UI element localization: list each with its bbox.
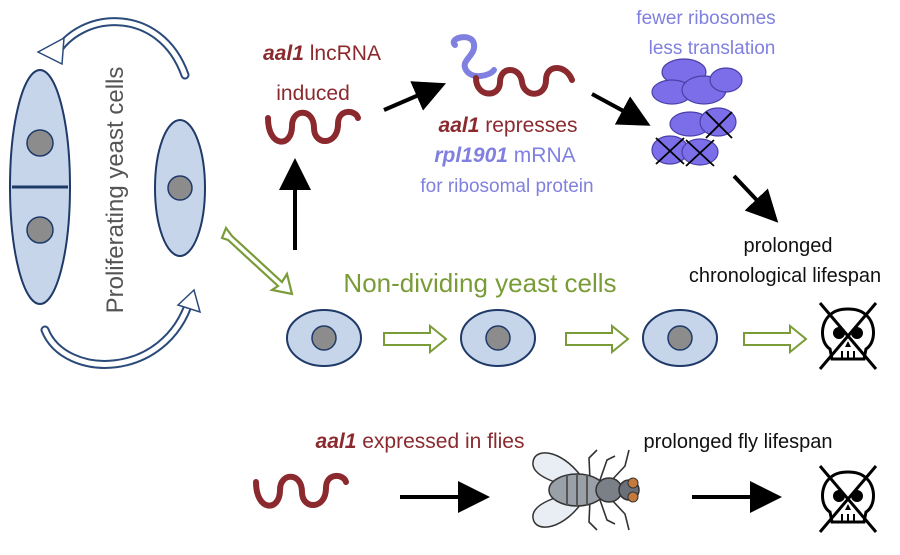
chronological-lifespan-label: chronological lifespan (689, 265, 881, 287)
nucleus (485, 325, 511, 351)
prolonged-label: prolonged (744, 235, 833, 257)
nucleus (26, 216, 54, 244)
fly-lifespan-label: prolonged fly lifespan (643, 431, 832, 453)
ribosome-icon (651, 58, 743, 167)
fewer-ribosomes-label: fewer ribosomes (636, 8, 775, 29)
less-translation-label: less translation (649, 38, 776, 59)
fly-icon (532, 449, 640, 531)
nucleus (167, 175, 193, 201)
induced-label: induced (276, 82, 350, 105)
non-dividing-label: Non-dividing yeast cells (343, 268, 616, 298)
nucleus (667, 325, 693, 351)
nucleus (311, 325, 337, 351)
proliferating-cycle: Proliferating yeast cells (9, 17, 206, 369)
arrow-to-repress (383, 81, 447, 112)
ribosomal-protein-label: for ribosomal protein (420, 176, 593, 197)
arrow-to-lifespan (732, 174, 779, 223)
aal1-lncrna-label: aal1 lncRNA (263, 42, 381, 65)
green-arrow-icon (743, 323, 808, 355)
expressed-in-flies-label: aal1 expressed in flies (316, 430, 525, 453)
non-dividing-row (286, 309, 808, 367)
represses-label: aal1 represses (439, 114, 578, 137)
nucleus (26, 129, 54, 157)
transition-double-arrow (220, 225, 294, 296)
rpl1901-label: rpl1901 mRNA (434, 144, 575, 167)
skull-icon (818, 302, 878, 370)
proliferating-label: Proliferating yeast cells (102, 67, 129, 314)
arrow-to-ribosomes (591, 92, 651, 126)
lncrna-squiggle-icon (253, 473, 349, 509)
green-arrow-icon (565, 323, 630, 355)
lncrna-squiggle-icon (265, 109, 361, 145)
mrna-squiggle-icon (450, 34, 497, 79)
skull-icon (818, 465, 878, 533)
lncrna-squiggle-icon (473, 65, 575, 97)
green-arrow-icon (383, 323, 448, 355)
